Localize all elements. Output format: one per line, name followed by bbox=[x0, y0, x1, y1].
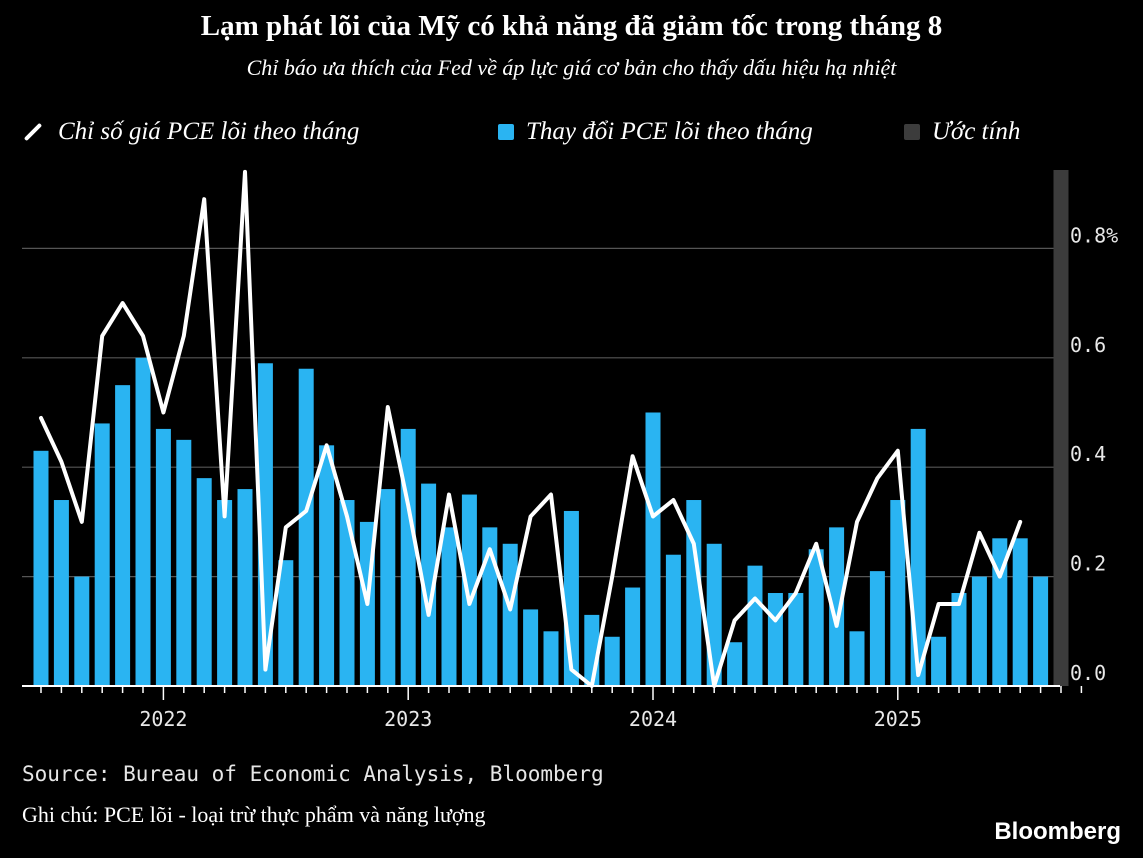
bar bbox=[910, 428, 926, 686]
source-text: Source: Bureau of Economic Analysis, Blo… bbox=[22, 762, 604, 786]
bar bbox=[1033, 576, 1049, 686]
chart-subtitle: Chỉ báo ưa thích của Fed về áp lực giá c… bbox=[246, 55, 897, 80]
bar bbox=[482, 527, 498, 686]
bar bbox=[625, 587, 641, 686]
bar bbox=[767, 593, 783, 686]
x-tick-label: 2025 bbox=[874, 707, 922, 731]
bar bbox=[339, 500, 355, 686]
legend-item-estimate: Ước tính bbox=[904, 118, 1020, 146]
bar bbox=[421, 483, 437, 686]
pce-chart: 2022 2023 2024 2025 0.0 0.2 0.4 0.6 0.8% bbox=[22, 169, 1118, 731]
legend-estimate-label: Ước tính bbox=[932, 118, 1021, 145]
chart-title: Lạm phát lõi của Mỹ có khả năng đã giảm … bbox=[200, 10, 943, 42]
bar bbox=[829, 527, 845, 686]
x-tick-label: 2024 bbox=[629, 707, 677, 731]
bar bbox=[543, 631, 559, 686]
bar bbox=[951, 593, 967, 686]
legend-line-label: Chỉ số giá PCE lõi theo tháng bbox=[58, 118, 360, 145]
legend-item-bar: Thay đổi PCE lõi theo tháng bbox=[498, 118, 813, 146]
bar bbox=[604, 636, 620, 686]
bar bbox=[645, 412, 661, 686]
bar bbox=[931, 636, 947, 686]
y-tick-label: 0.0 bbox=[1070, 661, 1106, 685]
bar bbox=[33, 450, 49, 686]
bar bbox=[727, 642, 743, 686]
bar bbox=[155, 428, 171, 686]
bar bbox=[502, 543, 518, 686]
bar bbox=[992, 538, 1008, 686]
estimate-band bbox=[1053, 170, 1069, 686]
x-tick-label: 2023 bbox=[384, 707, 432, 731]
bar bbox=[94, 423, 110, 686]
y-tick-label: 0.8% bbox=[1070, 223, 1118, 247]
bar bbox=[53, 500, 69, 686]
bar bbox=[217, 500, 233, 686]
bar bbox=[237, 489, 253, 686]
bar bbox=[196, 478, 212, 686]
bloomberg-logo: Bloomberg bbox=[994, 818, 1121, 845]
bar bbox=[319, 445, 335, 686]
bar bbox=[298, 368, 314, 686]
bar bbox=[380, 489, 396, 686]
chart-legend: Chỉ số giá PCE lõi theo tháng Thay đổi P… bbox=[0, 118, 1143, 158]
pce-index-line bbox=[39, 169, 1023, 688]
y-tick-label: 0.4 bbox=[1070, 442, 1106, 466]
bar bbox=[441, 527, 457, 686]
bar bbox=[461, 494, 477, 686]
bar bbox=[849, 631, 865, 686]
bar bbox=[400, 428, 416, 686]
legend-item-line: Chỉ số giá PCE lõi theo tháng bbox=[22, 118, 359, 146]
bar bbox=[665, 554, 681, 686]
bar bbox=[686, 500, 702, 686]
bar bbox=[869, 571, 885, 686]
bar bbox=[115, 385, 131, 686]
bar bbox=[523, 609, 539, 686]
bar bbox=[278, 560, 294, 686]
bar bbox=[788, 593, 804, 686]
note-text: Ghi chú: PCE lõi - loại trừ thực phẩm và… bbox=[22, 802, 486, 827]
y-tick-label: 0.2 bbox=[1070, 552, 1106, 576]
bar bbox=[808, 549, 824, 686]
x-tick-label: 2022 bbox=[139, 707, 187, 731]
estimate-swatch-icon bbox=[904, 124, 920, 140]
bar bbox=[747, 565, 763, 686]
bar-swatch-icon bbox=[498, 124, 514, 140]
bar bbox=[1012, 538, 1028, 686]
bar bbox=[971, 576, 987, 686]
bar bbox=[135, 357, 151, 686]
bar bbox=[890, 500, 906, 686]
legend-bar-label: Thay đổi PCE lõi theo tháng bbox=[526, 118, 813, 145]
bar bbox=[176, 439, 192, 686]
bar bbox=[74, 576, 90, 686]
y-tick-label: 0.6 bbox=[1070, 333, 1106, 357]
